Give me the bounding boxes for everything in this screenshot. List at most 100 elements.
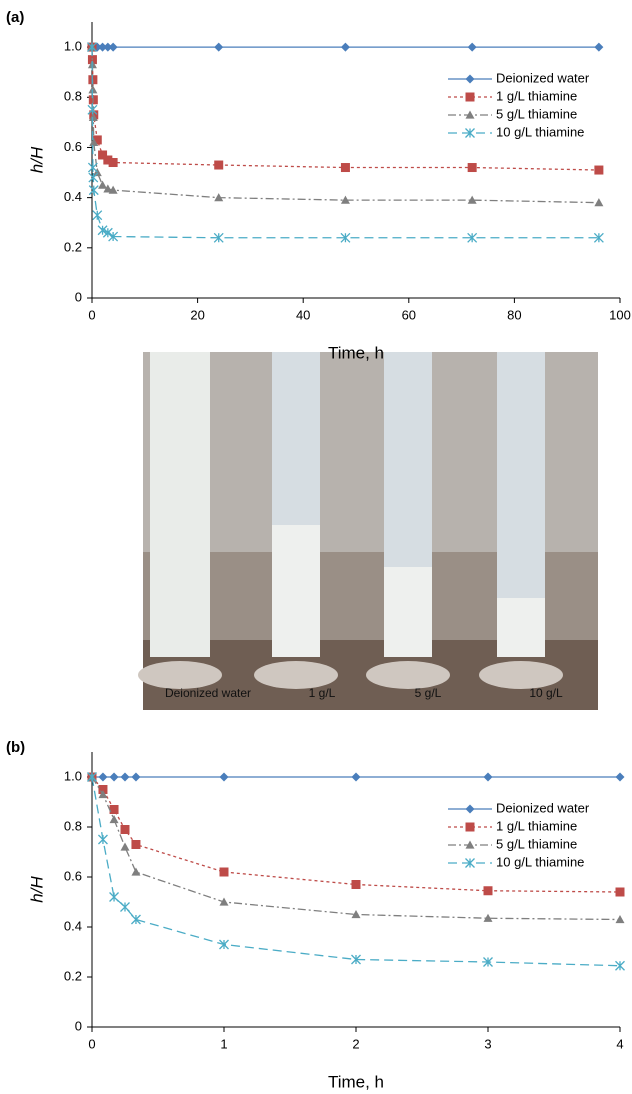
marker: [219, 772, 229, 782]
marker: [97, 834, 108, 845]
x-tick-label: 100: [609, 307, 631, 322]
marker: [615, 915, 625, 924]
x-axis-title: Time, h: [328, 1072, 384, 1091]
marker: [131, 840, 141, 849]
marker: [87, 162, 98, 173]
marker: [98, 790, 108, 799]
marker: [98, 180, 108, 189]
legend-text: 5 g/L thiamine: [496, 836, 577, 851]
marker: [103, 155, 113, 165]
marker: [120, 772, 130, 782]
marker: [120, 825, 130, 834]
marker: [109, 892, 120, 902]
marker: [88, 112, 98, 121]
panel-label: (b): [6, 739, 25, 756]
marker: [340, 163, 350, 173]
x-tick-label: 60: [402, 307, 416, 322]
cylinder-base: [138, 661, 222, 689]
marker: [467, 42, 477, 52]
marker: [465, 840, 475, 849]
x-tick-label: 4: [616, 1036, 623, 1051]
marker: [465, 74, 475, 84]
suspension: [497, 598, 545, 657]
marker: [89, 137, 99, 147]
marker: [88, 172, 99, 183]
marker: [98, 150, 108, 160]
photo-label: Deionized water: [165, 686, 251, 700]
y-tick-label: 0: [75, 1018, 82, 1033]
marker: [594, 42, 604, 52]
x-tick-label: 40: [296, 307, 310, 322]
marker: [214, 42, 224, 52]
marker: [102, 227, 113, 238]
y-tick-label: 1.0: [64, 768, 82, 783]
marker: [467, 163, 477, 173]
legend-text: 5 g/L thiamine: [496, 106, 577, 121]
y-tick-label: 0.4: [64, 918, 82, 933]
marker: [92, 135, 102, 145]
x-tick-label: 0: [88, 1036, 95, 1051]
marker: [351, 880, 361, 889]
marker: [109, 815, 119, 824]
suspension: [272, 525, 320, 657]
y-tick-label: 0.8: [64, 818, 82, 833]
y-axis-title: h/H: [27, 146, 46, 173]
marker: [465, 822, 475, 832]
marker: [465, 804, 475, 814]
marker: [465, 858, 475, 868]
y-tick-label: 0.2: [64, 968, 82, 983]
marker: [98, 785, 108, 794]
legend-text: Deionized water: [496, 70, 590, 85]
marker: [109, 805, 119, 814]
marker: [88, 185, 99, 196]
marker: [467, 232, 478, 243]
marker: [615, 772, 625, 782]
marker: [103, 42, 113, 52]
marker: [593, 232, 604, 243]
marker: [98, 772, 108, 782]
marker: [87, 772, 97, 782]
y-tick-label: 0.8: [64, 89, 82, 104]
cylinder: [150, 352, 210, 657]
marker: [109, 772, 119, 782]
y-axis-title: h/H: [27, 876, 46, 903]
cylinder-base: [479, 661, 563, 689]
panel-label: (a): [6, 9, 24, 26]
marker: [214, 193, 224, 202]
marker: [340, 232, 351, 243]
legend-text: 10 g/L thiamine: [496, 124, 584, 139]
x-axis-title: Time, h: [328, 343, 384, 362]
y-tick-label: 0.4: [64, 189, 82, 204]
series-line: [91, 776, 621, 893]
legend-text: 10 g/L thiamine: [496, 854, 584, 869]
marker: [108, 158, 118, 168]
marker: [594, 165, 604, 175]
marker: [98, 42, 108, 52]
marker: [467, 195, 477, 204]
photo-label: 1 g/L: [309, 686, 336, 700]
marker: [108, 185, 118, 194]
marker: [97, 225, 108, 236]
suspension: [384, 567, 432, 657]
x-tick-label: 80: [507, 307, 521, 322]
marker: [483, 957, 493, 967]
marker: [120, 902, 130, 912]
y-tick-label: 0.2: [64, 239, 82, 254]
marker: [615, 960, 625, 971]
marker: [465, 128, 475, 138]
y-tick-label: 1.0: [64, 39, 82, 54]
x-tick-label: 1: [220, 1036, 227, 1051]
marker: [108, 42, 118, 52]
marker: [131, 867, 141, 876]
marker: [219, 939, 229, 950]
cylinder-base: [366, 661, 450, 689]
x-tick-label: 3: [484, 1036, 491, 1051]
marker: [594, 198, 604, 207]
marker: [340, 195, 350, 204]
marker: [465, 92, 475, 102]
marker: [340, 42, 350, 52]
legend-text: 1 g/L thiamine: [496, 88, 577, 103]
marker: [483, 772, 493, 782]
